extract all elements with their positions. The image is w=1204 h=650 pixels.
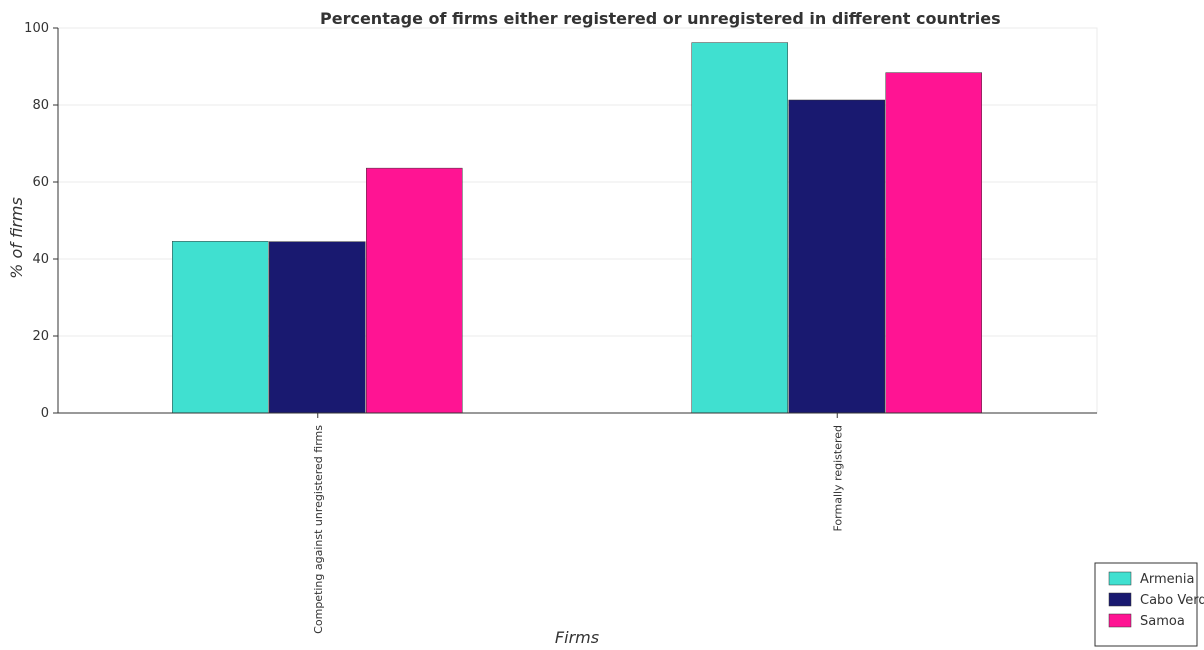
y-axis: 0 20 40 60 80 100 <box>24 21 59 421</box>
legend: Armenia Cabo Verde Samoa <box>1094 562 1204 647</box>
bar-cabo-verde <box>269 241 366 414</box>
chart-title: Percentage of firms either registered or… <box>320 9 1001 28</box>
legend-swatch <box>1108 613 1132 628</box>
bar-samoa <box>366 167 463 414</box>
legend-swatch <box>1108 592 1132 607</box>
x-tick-label: Competing against unregistered firms <box>312 425 325 634</box>
y-tick-label: 80 <box>32 98 49 113</box>
bars-group <box>172 42 982 414</box>
bar-armenia <box>172 241 269 414</box>
y-tick-label: 40 <box>32 252 49 267</box>
bar-samoa <box>885 72 982 414</box>
bar-armenia <box>691 42 788 414</box>
bar-cabo-verde <box>788 99 885 414</box>
legend-label: Cabo Verde <box>1140 593 1204 608</box>
x-tick-label: Formally registered <box>831 425 844 532</box>
y-tick-label: 20 <box>32 329 49 344</box>
y-tick-label: 100 <box>24 21 49 36</box>
y-tick-label: 0 <box>41 406 49 421</box>
x-axis-label: Firms <box>555 628 599 647</box>
legend-label: Armenia <box>1140 572 1195 587</box>
legend-swatch <box>1108 571 1132 586</box>
legend-label: Samoa <box>1140 614 1185 629</box>
y-axis-label: % of firms <box>7 197 26 279</box>
y-tick-label: 60 <box>32 175 49 190</box>
x-axis: Competing against unregistered firms Form… <box>58 412 1097 634</box>
